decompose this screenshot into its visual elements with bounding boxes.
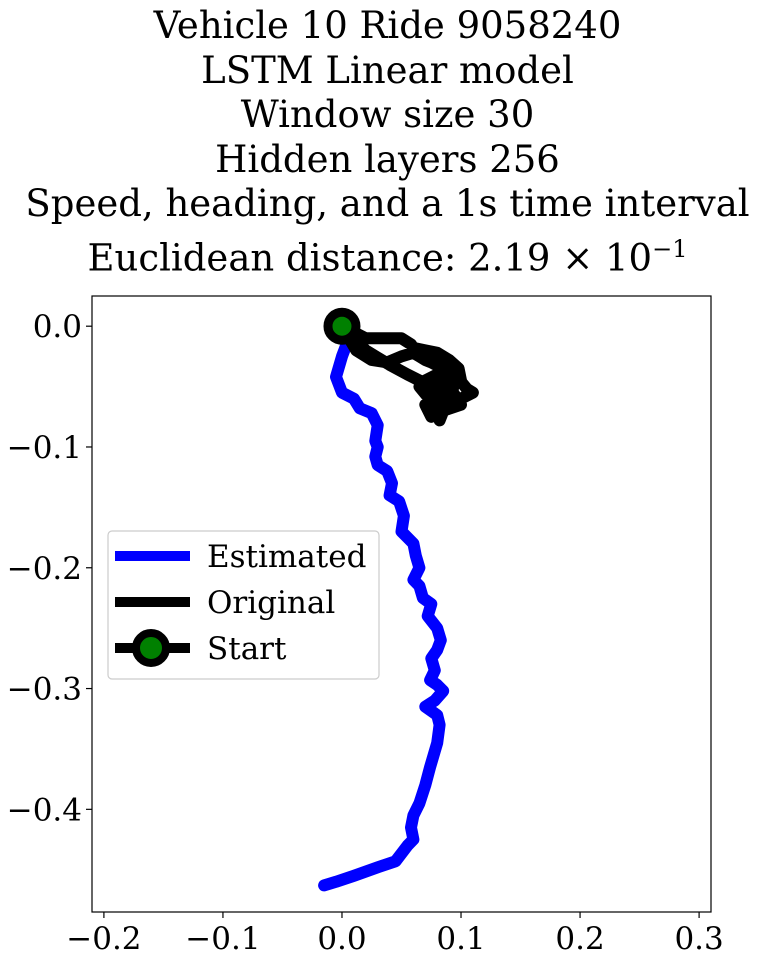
euclidean-distance-text: Euclidean distance: 2.19 × 10 <box>87 235 653 279</box>
axis-ticks: −0.2 −0.1 0.0 0.1 0.2 0.3 0.0 −0.1 −0.2 −0.3 −0.4 <box>7 309 724 957</box>
chart-title: Vehicle 10 Ride 9058240 LSTM Linear mode… <box>0 4 775 280</box>
series-original-line <box>336 320 479 427</box>
legend-start-label: Start <box>207 631 287 667</box>
title-line-4: Hidden layers 256 <box>215 137 560 181</box>
axes-frame <box>91 295 712 913</box>
legend: Estimated Original Start <box>107 530 380 680</box>
x-tick-label: −0.2 <box>66 921 141 957</box>
legend-box <box>107 530 380 680</box>
y-tick-label: −0.1 <box>7 430 82 466</box>
exponent-text: −1 <box>652 234 688 263</box>
x-tick-label: −0.1 <box>185 921 260 957</box>
title-line-5: Speed, heading, and a 1s time interval <box>25 182 750 225</box>
legend-original-label: Original <box>207 585 335 621</box>
x-tick-label: 0.0 <box>317 921 366 957</box>
y-tick-label: −0.4 <box>7 792 82 828</box>
start-marker <box>323 307 361 345</box>
y-tick-label: −0.3 <box>7 672 82 708</box>
title-line-3: Window size 30 <box>240 93 535 136</box>
title-line-6: Euclidean distance: 2.19 × 10−1 <box>0 227 775 281</box>
title-line-2: LSTM Linear model <box>201 48 574 92</box>
y-tick-label: 0.0 <box>33 309 82 345</box>
legend-estimated-label: Estimated <box>207 539 366 575</box>
legend-start-marker <box>132 629 170 667</box>
x-tick-label: 0.2 <box>555 921 604 957</box>
y-tick-label: −0.2 <box>7 551 82 587</box>
x-tick-label: 0.3 <box>674 921 723 957</box>
series-estimated-line <box>318 320 450 892</box>
x-tick-label: 0.1 <box>436 921 485 957</box>
title-line-1: Vehicle 10 Ride 9058240 <box>153 4 622 47</box>
plot-area <box>318 307 479 892</box>
